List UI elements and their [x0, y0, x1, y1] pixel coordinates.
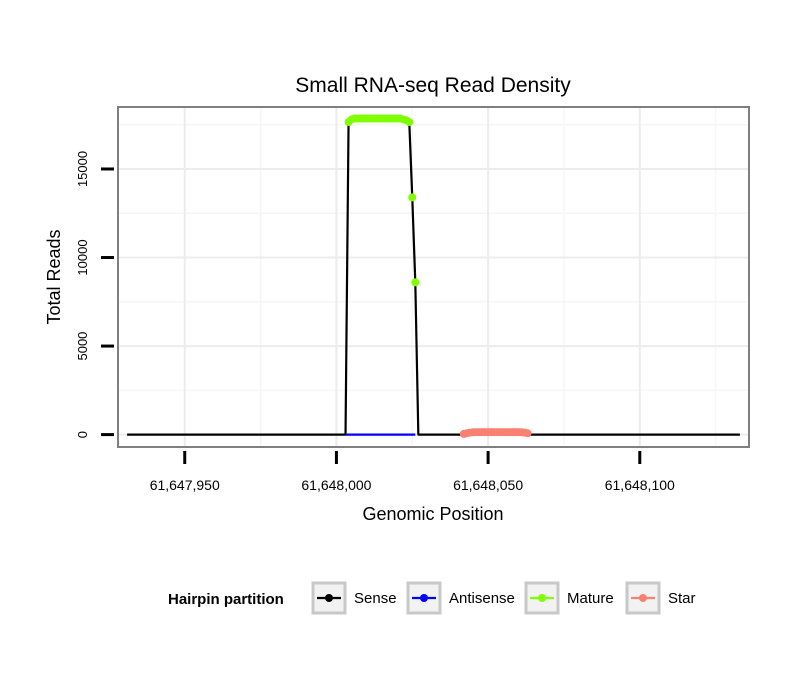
x-axis-label: Genomic Position [362, 504, 503, 524]
y-axis-label: Total Reads [44, 229, 64, 324]
x-tick-label: 61,648,050 [453, 477, 523, 493]
mature-point [405, 118, 414, 127]
y-tick-label: 15000 [75, 151, 90, 187]
y-tick-label: 0 [75, 431, 90, 438]
legend-dot-antisense [420, 594, 428, 602]
y-tick-label: 5000 [75, 332, 90, 361]
mature-point [411, 278, 420, 287]
plot-panel-border [117, 106, 750, 448]
x-tick-label: 61,648,100 [605, 477, 675, 493]
x-tick-label: 61,648,000 [301, 477, 371, 493]
plot-background [118, 107, 749, 447]
y-axis-ticks: 0 5000 10000 15000 [75, 151, 114, 438]
legend-dot-mature [538, 594, 546, 602]
x-tick-label: 61,647,950 [150, 477, 220, 493]
y-tick-label: 10000 [75, 239, 90, 275]
legend-label-mature: Mature [567, 590, 614, 607]
legend: Hairpin partition Sense Antisense Mature St… [168, 581, 696, 615]
star-point [523, 429, 532, 438]
legend-dot-sense [325, 594, 333, 602]
legend-label-star: Star [668, 590, 696, 607]
chart-title: Small RNA-seq Read Density [295, 74, 571, 97]
x-axis-ticks: 61,647,950 61,648,000 61,648,050 61,648,100 [150, 451, 675, 493]
mature-point [408, 193, 417, 202]
legend-title: Hairpin partition [168, 591, 284, 608]
legend-dot-star [639, 594, 647, 602]
legend-label-sense: Sense [354, 590, 397, 607]
series-points [344, 114, 532, 438]
legend-label-antisense: Antisense [449, 590, 515, 607]
